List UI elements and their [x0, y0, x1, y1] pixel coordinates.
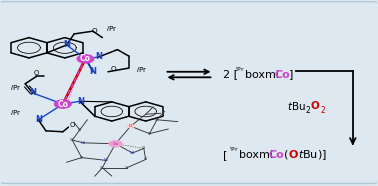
Text: N: N [77, 97, 84, 106]
Text: O: O [92, 28, 98, 34]
Text: C9: C9 [77, 128, 82, 132]
Text: $^{i}$Pr: $^{i}$Pr [229, 145, 239, 154]
Text: $i$Pr: $i$Pr [106, 24, 118, 33]
Text: $t$Bu: $t$Bu [287, 100, 306, 112]
Text: C8: C8 [70, 138, 74, 142]
Text: C2: C2 [155, 118, 159, 122]
Text: 2: 2 [321, 106, 325, 115]
Text: C5: C5 [125, 166, 129, 170]
Text: $i$Pr: $i$Pr [10, 83, 22, 92]
Text: $i$Pr: $i$Pr [10, 108, 22, 117]
Text: Co: Co [57, 100, 68, 109]
Text: N: N [90, 67, 96, 76]
Text: $^{i}$Pr: $^{i}$Pr [235, 65, 245, 74]
Text: Co: Co [80, 54, 91, 63]
Text: O: O [310, 101, 319, 111]
Text: 2: 2 [306, 106, 310, 115]
Text: N: N [29, 88, 36, 97]
Text: O: O [70, 122, 75, 128]
Text: C4: C4 [144, 158, 148, 161]
Text: O: O [289, 150, 298, 160]
Text: N2: N2 [130, 151, 135, 155]
Text: ]: ] [289, 70, 294, 80]
Text: Co: Co [275, 70, 291, 80]
Text: O: O [111, 66, 116, 72]
Text: N: N [63, 40, 70, 49]
Text: C1: C1 [147, 132, 152, 136]
Text: C3: C3 [142, 146, 146, 150]
Circle shape [54, 100, 71, 108]
Text: $t$Bu)]: $t$Bu)] [298, 148, 327, 162]
FancyBboxPatch shape [0, 2, 378, 183]
Text: N3: N3 [104, 158, 109, 162]
Text: N: N [95, 52, 102, 61]
Text: O: O [129, 124, 132, 128]
Circle shape [77, 55, 94, 63]
Text: C6: C6 [100, 166, 104, 170]
Text: O: O [34, 70, 39, 76]
Circle shape [127, 124, 135, 128]
Text: [: [ [223, 150, 228, 160]
Text: $i$Pr: $i$Pr [136, 65, 148, 73]
Circle shape [109, 140, 122, 147]
Text: N1: N1 [81, 141, 86, 145]
Text: 2 [: 2 [ [223, 70, 238, 80]
Text: C7: C7 [79, 156, 84, 160]
Text: (: ( [284, 150, 288, 160]
Text: boxmi: boxmi [239, 150, 273, 160]
Text: boxmi: boxmi [245, 70, 279, 80]
Text: Co: Co [112, 142, 119, 146]
Text: Co: Co [269, 150, 285, 160]
Text: N: N [35, 115, 42, 124]
